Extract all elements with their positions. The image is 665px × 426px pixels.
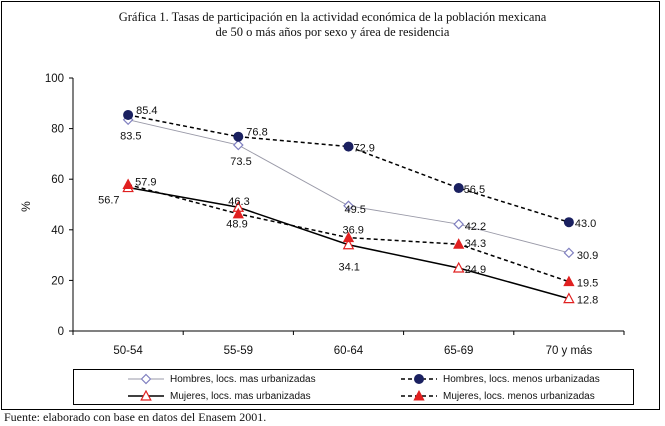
data-point-mujeres-menos-urb [232,207,244,219]
series-hombres-mas-urb: 83.5 73.5 49.5 42.2 30.9 [120,114,598,262]
data-point-hombres-mas-urb [343,200,354,212]
data-label-mujeres-menos-urb: 19.5 [577,278,598,290]
series-hombres-menos-urb: 85.4 76.8 72.9 56.5 43.0 [123,105,596,230]
legend-swatch-mujeres-menos-urb [401,390,437,401]
legend-label: Mujeres, locs. menos urbanizadas [443,390,595,402]
data-label-hombres-menos-urb: 43.0 [575,218,596,230]
data-label-hombres-mas-urb: 42.2 [465,221,486,233]
data-label-mujeres-mas-urb: 56.7 [98,195,119,207]
data-label-hombres-menos-urb: 85.4 [136,105,157,117]
y-tick-label: 80 [51,124,64,136]
legend-marker [140,390,152,401]
x-tick-label: 55-59 [224,345,253,357]
series-mujeres-menos-urb: 57.9 46.3 36.9 34.3 19.5 [122,177,598,290]
data-point-mujeres-menos-urb [342,231,355,243]
data-label-mujeres-mas-urb: 24.9 [465,264,486,276]
chart-title-line-2: de 50 o más años por sexo y área de resi… [215,25,450,39]
legend-item-mujeres-mas-urb: Mujeres, locs. mas urbanizadas [126,388,311,404]
data-point-hombres-menos-urb [233,131,244,142]
legend-item-hombres-menos-urb: Hombres, locs. menos urbanizadas [399,371,600,387]
data-label-hombres-mas-urb: 30.9 [577,250,598,262]
data-point-hombres-mas-urb [563,247,575,259]
data-point-hombres-menos-urb [123,109,134,120]
data-point-hombres-menos-urb [453,183,464,194]
data-label-hombres-mas-urb: 49.5 [345,204,366,216]
chart-title: Gráfica 1. Tasas de participación en la … [0,10,665,40]
data-label-mujeres-mas-urb: 34.1 [339,262,360,274]
y-axis-title: % [19,201,33,212]
data-label-mujeres-menos-urb: 36.9 [343,225,364,237]
data-label-hombres-mas-urb: 83.5 [120,131,141,143]
data-point-hombres-mas-urb [232,139,244,151]
x-tick-label: 60-64 [334,345,364,357]
legend-label: Hombres, locs. mas urbanizadas [170,373,316,385]
data-label-hombres-menos-urb: 56.5 [464,184,485,196]
legend-marker [413,390,425,401]
y-tick-label: 20 [51,275,64,287]
legend-marker [140,373,152,385]
data-label-mujeres-menos-urb: 57.9 [135,177,156,189]
x-tick-label: 65-69 [444,345,473,357]
data-label-mujeres-mas-urb: 48.9 [226,218,247,230]
data-label-hombres-menos-urb: 72.9 [354,143,375,155]
legend-swatch-hombres-mas-urb [128,373,164,385]
data-point-hombres-mas-urb [453,218,465,230]
legend-label: Hombres, locs. menos urbanizadas [443,373,600,385]
data-label-mujeres-menos-urb: 46.3 [228,196,249,208]
data-point-mujeres-menos-urb [563,275,575,287]
series-mujeres-mas-urb: 56.7 48.9 34.1 24.9 12.8 [98,181,598,307]
legend-swatch-hombres-menos-urb [401,374,437,384]
data-point-mujeres-menos-urb [453,238,465,249]
data-point-mujeres-mas-urb [563,292,575,304]
data-point-mujeres-mas-urb [452,261,465,273]
legend: Hombres, locs. mas urbanizadas Hombres, l… [73,369,634,405]
x-tick-label: 50-54 [113,345,143,357]
data-point-hombres-menos-urb [563,217,574,228]
legend-marker [414,374,424,384]
y-tick-label: 60 [51,174,64,186]
legend-item-mujeres-menos-urb: Mujeres, locs. menos urbanizadas [399,388,595,404]
x-tick-label: 70 y más [546,345,593,357]
data-label-hombres-mas-urb: 73.5 [230,156,251,168]
data-point-hombres-menos-urb [343,141,354,152]
chart-frame [1,1,660,410]
series-line-hombres-menos-urb [127,114,570,223]
data-label-mujeres-mas-urb: 12.8 [577,295,598,307]
legend-item-hombres-mas-urb: Hombres, locs. mas urbanizadas [126,371,316,387]
data-point-mujeres-menos-urb [122,178,134,190]
data-point-mujeres-mas-urb [342,238,355,250]
source-note: Fuente: elaborado con base en datos del … [4,410,267,424]
data-label-mujeres-menos-urb: 34.3 [465,238,486,250]
y-tick-label: 40 [51,225,64,237]
legend-swatch-mujeres-mas-urb [128,390,164,401]
y-tick-label: 0 [58,326,64,338]
legend-label: Mujeres, locs. mas urbanizadas [170,390,311,402]
y-tick-label: 100 [45,73,64,85]
data-label-hombres-menos-urb: 76.8 [246,127,267,139]
chart-title-line-1: Gráfica 1. Tasas de participación en la … [118,10,547,24]
